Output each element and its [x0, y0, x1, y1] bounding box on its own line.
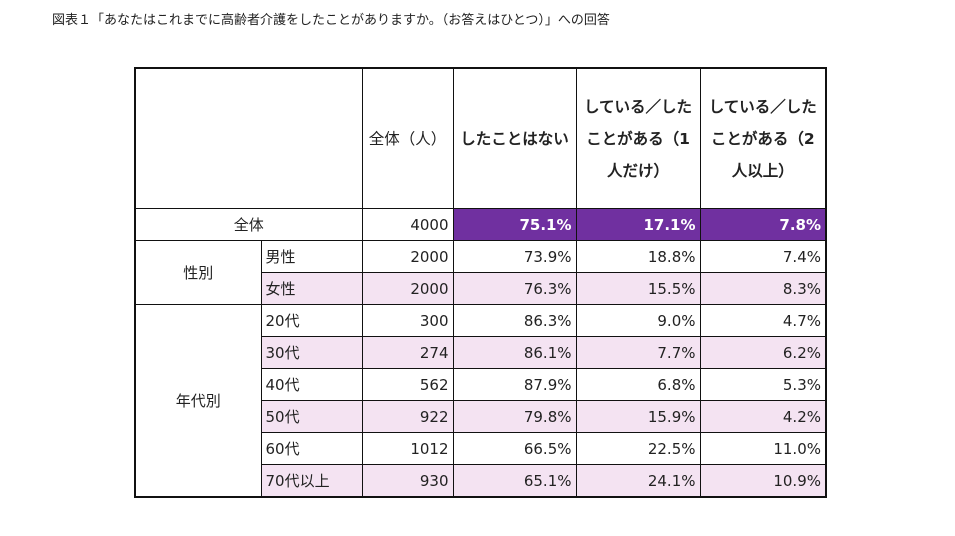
pct-cell: 75.1% — [452, 208, 577, 241]
pct-cell: 87.9% — [452, 368, 577, 401]
count-cell: 300 — [361, 304, 454, 337]
count-cell: 274 — [361, 336, 454, 369]
table-row: 40代 562 87.9% 6.8% 5.3% — [135, 368, 827, 401]
row-label: 50代 — [260, 400, 363, 433]
pct-cell: 7.7% — [575, 336, 701, 369]
row-label: 60代 — [260, 432, 363, 465]
pct-cell: 73.9% — [452, 240, 577, 273]
pct-cell: 6.2% — [699, 336, 827, 369]
row-label: 30代 — [260, 336, 363, 369]
pct-cell: 15.9% — [575, 400, 701, 433]
results-table: 全体（人） したことはない している／したことがある（1人だけ） している／した… — [134, 67, 827, 498]
table-row: 70代以上 930 65.1% 24.1% 10.9% — [135, 464, 827, 498]
pct-cell: 76.3% — [452, 272, 577, 305]
group-label: 性別 — [134, 240, 262, 305]
header-one-person: している／したことがある（1人だけ） — [575, 67, 701, 209]
pct-cell: 86.1% — [452, 336, 577, 369]
pct-cell: 7.8% — [699, 208, 827, 241]
table-row: 年代別 20代 300 86.3% 9.0% 4.7% — [134, 304, 827, 498]
row-label: 全体 — [134, 208, 363, 241]
row-label: 男性 — [260, 240, 363, 273]
table-row: 60代 1012 66.5% 22.5% 11.0% — [135, 432, 827, 465]
count-cell: 922 — [361, 400, 454, 433]
pct-cell: 7.4% — [699, 240, 827, 273]
pct-cell: 22.5% — [575, 432, 701, 465]
figure-title: 図表１「あなたはこれまでに高齢者介護をしたことがありますか。（お答えはひとつ）」… — [52, 13, 610, 28]
count-cell: 562 — [361, 368, 454, 401]
pct-cell: 11.0% — [699, 432, 827, 465]
count-cell: 1012 — [361, 432, 454, 465]
count-cell: 4000 — [361, 208, 454, 241]
count-cell: 2000 — [361, 272, 454, 305]
pct-cell: 6.8% — [575, 368, 701, 401]
group-label: 年代別 — [134, 304, 262, 498]
pct-cell: 5.3% — [699, 368, 827, 401]
pct-cell: 65.1% — [452, 464, 577, 498]
header-total: 全体（人） — [361, 67, 454, 209]
header-never: したことはない — [452, 67, 577, 209]
header-row: 全体（人） したことはない している／したことがある（1人だけ） している／した… — [134, 67, 827, 209]
pct-cell: 8.3% — [699, 272, 827, 305]
corner-cell — [134, 67, 363, 209]
row-label: 20代 — [260, 304, 363, 337]
pct-cell: 15.5% — [575, 272, 701, 305]
row-label: 40代 — [260, 368, 363, 401]
table-row: 性別 男性 2000 73.9% 18.8% 7.4% — [134, 240, 827, 305]
pct-cell: 4.2% — [699, 400, 827, 433]
table-row: 30代 274 86.1% 7.7% 6.2% — [135, 336, 827, 369]
table-row: 女性 2000 76.3% 15.5% 8.3% — [135, 272, 827, 305]
pct-cell: 9.0% — [575, 304, 701, 337]
pct-cell: 18.8% — [575, 240, 701, 273]
header-two-plus: している／したことがある（2人以上） — [699, 67, 827, 209]
pct-cell: 86.3% — [452, 304, 577, 337]
count-cell: 930 — [361, 464, 454, 498]
pct-cell: 24.1% — [575, 464, 701, 498]
row-label: 70代以上 — [260, 464, 363, 498]
table-row: 50代 922 79.8% 15.9% 4.2% — [135, 400, 827, 433]
pct-cell: 10.9% — [699, 464, 827, 498]
pct-cell: 79.8% — [452, 400, 577, 433]
count-cell: 2000 — [361, 240, 454, 273]
total-row: 全体 4000 75.1% 17.1% 7.8% — [134, 208, 827, 241]
row-label: 女性 — [260, 272, 363, 305]
pct-cell: 17.1% — [575, 208, 701, 241]
pct-cell: 4.7% — [699, 304, 827, 337]
pct-cell: 66.5% — [452, 432, 577, 465]
